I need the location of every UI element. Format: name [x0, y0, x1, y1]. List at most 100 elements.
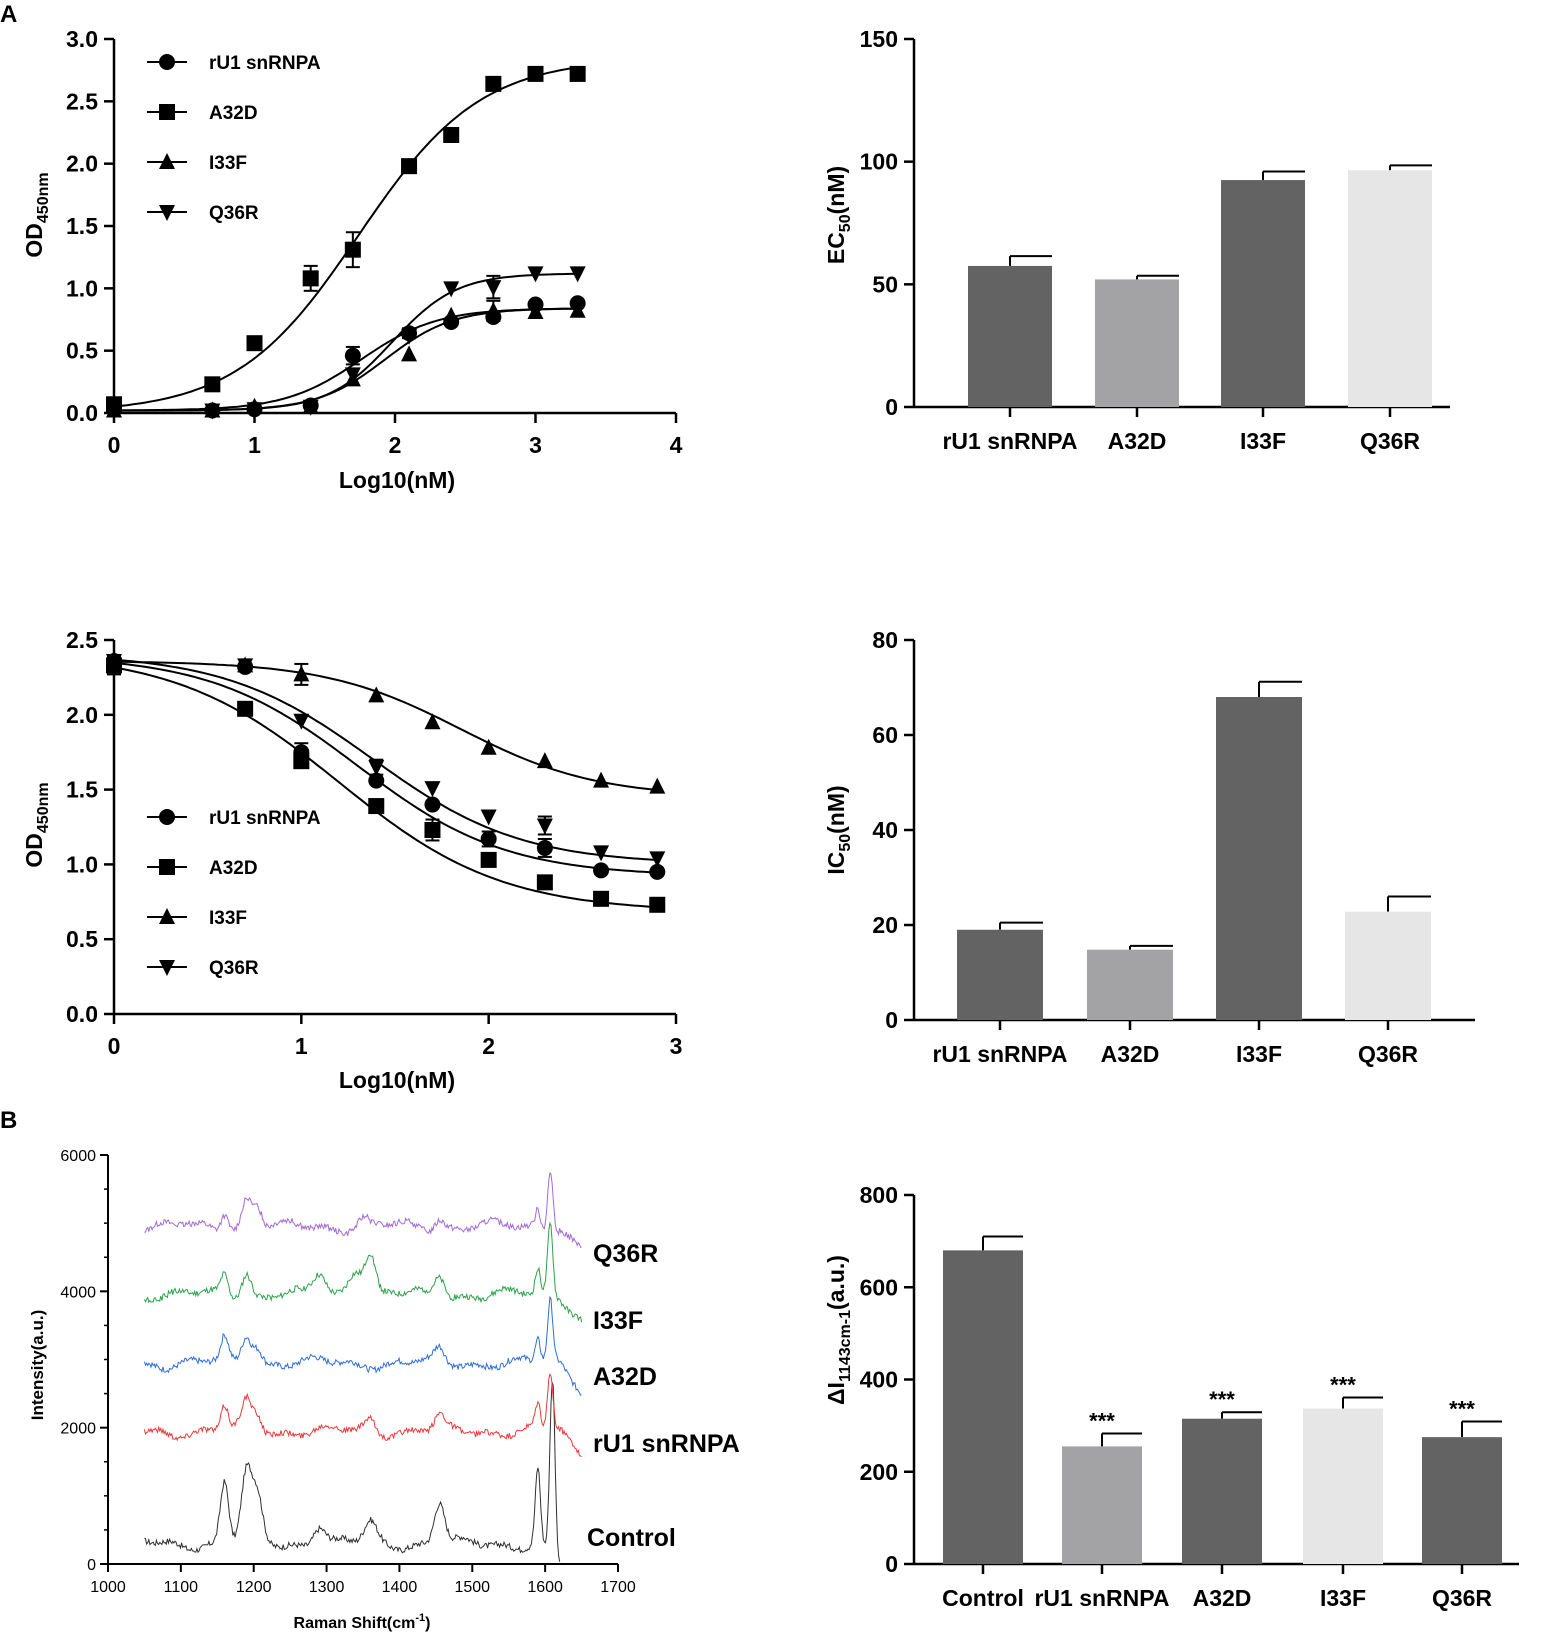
ec-curve-data-point — [485, 75, 502, 92]
ec-curve-data-point — [204, 376, 221, 393]
ec-curve-y-label-sub: 450nm — [35, 172, 52, 223]
ic-curve-y-tick-label: 1.0 — [66, 851, 98, 877]
ic-curve-fit-curve — [113, 658, 658, 861]
raman-series-label: I33F — [593, 1307, 643, 1335]
ec-curve-y-tick-label: 2.5 — [66, 88, 98, 114]
ic-curve-data-point — [649, 863, 666, 880]
ec-curve-x-tick-label: 3 — [529, 432, 542, 458]
ic50-y-label: IC50(nM) — [823, 785, 854, 874]
delta-i-bar — [943, 1250, 1023, 1564]
ec-curve-data-point — [204, 403, 221, 420]
ic-curve-data-point — [237, 700, 254, 717]
ic50-bar — [1087, 949, 1173, 1020]
raman-x-label-end: ) — [425, 1615, 430, 1632]
ec-curve-x-tick-label: 2 — [389, 432, 402, 458]
ic50-bar-chart: IC50(nM) 0 20 40 60 80 rU1 snRNPA A32D I33F Q36R — [823, 627, 1475, 1067]
delta-i-y-label: ΔI1143cm-1(a.u.) — [823, 1255, 854, 1405]
delta-i-y-label-suffix: (a.u.) — [823, 1255, 849, 1310]
ic50-y-label-suffix: (nM) — [823, 785, 849, 834]
raman-x-tick-label: 1500 — [454, 1579, 490, 1596]
ic-curve-data-point — [237, 658, 254, 675]
ic-curve-data-point — [536, 818, 553, 835]
ec-curve-fit-curve — [113, 307, 578, 412]
ic-curve-legend-label: rU1 snRNPA — [209, 808, 321, 829]
raman-y-label: Intensity(a.u.) — [28, 1310, 47, 1421]
panel-label-b: B — [0, 1107, 17, 1134]
ic-curve-data-point — [293, 665, 310, 682]
ec-curve-data-point — [527, 65, 544, 82]
ec-curve-data-point — [485, 301, 502, 318]
ic50-bar — [1345, 911, 1431, 1020]
raman-spectrum-line — [144, 1171, 582, 1248]
delta-i-bar — [1182, 1418, 1262, 1564]
delta-i-bar — [1062, 1446, 1142, 1564]
ic50-bar — [1216, 697, 1302, 1020]
ic-curve-data-point — [368, 760, 385, 777]
ec-curve-data-point — [443, 306, 460, 323]
ec-curve-y-tick-label: 2.0 — [66, 151, 98, 177]
delta-i-significance: *** — [1089, 1408, 1115, 1433]
raman-y-tick-label: 4000 — [60, 1284, 96, 1301]
ec-curve-legend-label: rU1 snRNPA — [209, 53, 321, 74]
delta-i-y-label-sub: 1143cm-1 — [837, 1310, 854, 1382]
ec50-category-label: I33F — [1240, 428, 1286, 454]
delta-i-category-label: rU1 snRNPA — [1034, 1585, 1169, 1611]
ec50-y-label-main: EC — [823, 232, 849, 264]
ic-curve-data-point — [536, 874, 553, 891]
ic-curve-legend-label: Q36R — [209, 958, 259, 979]
raman-series-label: rU1 snRNPA — [593, 1430, 740, 1458]
ic50-y-tick-label: 60 — [872, 722, 898, 748]
ec-curve-legend-label: Q36R — [209, 203, 259, 224]
delta-i-bar — [1422, 1437, 1502, 1564]
ec-curve-y-tick-label: 1.0 — [66, 275, 98, 301]
ic50-category-label: Q36R — [1358, 1041, 1418, 1067]
ec-curve-fit-curve — [114, 272, 578, 412]
raman-x-tick-label: 1600 — [527, 1579, 563, 1596]
ic50-y-label-main: IC — [823, 852, 849, 875]
delta-i-bar — [1303, 1408, 1383, 1564]
ec-curve-x-tick-label: 4 — [670, 432, 683, 458]
ec-curve-fit-curve — [114, 307, 578, 412]
ec-curve-data-point — [302, 399, 319, 416]
ic50-y-tick-label: 40 — [872, 817, 898, 843]
ec50-y-tick-label: 50 — [872, 271, 898, 297]
ec-curve-data-point — [569, 301, 586, 318]
raman-spectrum-line — [143, 1372, 582, 1458]
ic-curve-y-tick-label: 2.0 — [66, 702, 98, 728]
ic-curve-x-tick-label: 2 — [482, 1033, 495, 1059]
ec-curve-legend-marker — [159, 54, 175, 70]
raman-x-label: Raman Shift(cm-1) — [294, 1612, 431, 1632]
ec50-y-tick-label: 150 — [860, 26, 898, 52]
delta-i-y-label-main: ΔI — [823, 1382, 849, 1405]
ic-curve-data-point — [424, 821, 441, 838]
ic-curve-data-point — [293, 753, 310, 770]
raman-y-tick-label: 0 — [87, 1557, 96, 1574]
ic-curve-legend-label: A32D — [209, 858, 258, 879]
ec-curve-y-tick-label: 1.5 — [66, 213, 98, 239]
ic-curve-x-tick-label: 3 — [670, 1033, 683, 1059]
ec-curve-y-tick-label: 0.5 — [66, 338, 98, 364]
ic-curve-data-point — [106, 653, 122, 670]
ec-curve-x-tick-label: 0 — [108, 432, 121, 458]
ic-curve-legend-marker — [159, 809, 175, 825]
ec-curve-data-point — [106, 402, 122, 419]
raman-x-tick-label: 1000 — [90, 1579, 126, 1596]
ec-curve-x-tick-label: 1 — [248, 432, 261, 458]
raman-spectrum-line — [143, 1221, 583, 1323]
raman-chart: Intensity(a.u.) Raman Shift(cm-1) 0 2000 4… — [28, 1148, 740, 1632]
ic-curve-data-point — [649, 896, 666, 913]
ec-curve-data-point — [443, 281, 460, 298]
ec-curve-legend-label: A32D — [209, 103, 258, 124]
ic-curve-data-point — [649, 777, 666, 794]
ec-curve-legend-marker — [159, 153, 175, 169]
ec-curve-x-label: Log10(nM) — [339, 467, 455, 493]
ec-curve-legend-marker — [159, 205, 175, 221]
ec50-y-label-suffix: (nM) — [823, 166, 849, 215]
raman-x-label-main: Raman Shift(cm — [294, 1615, 416, 1632]
ic-curve-fit-curve — [114, 660, 658, 791]
delta-i-y-tick-label: 600 — [860, 1274, 898, 1300]
ec-curve-data-point — [246, 402, 263, 419]
ec-curve-data-point — [344, 347, 361, 364]
delta-i-bar-chart: ΔI1143cm-1(a.u.) 0 200 400 600 800 Control rU1… — [823, 1182, 1519, 1611]
